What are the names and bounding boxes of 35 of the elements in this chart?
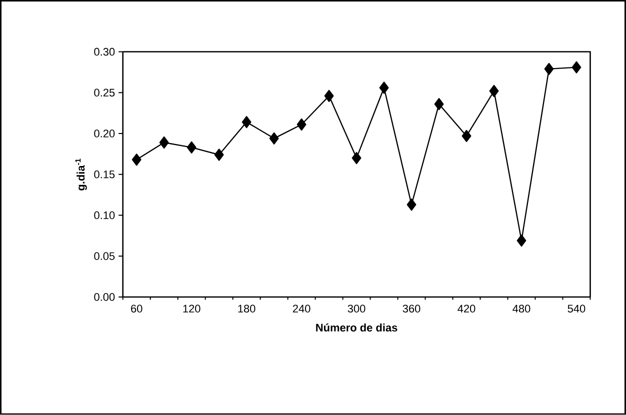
x-tick-label: 360 (402, 304, 420, 313)
x-tick-label: 540 (568, 304, 586, 313)
point (489, 85, 499, 98)
point (462, 130, 472, 142)
point (159, 136, 169, 149)
x-tick-label: 300 (348, 304, 366, 313)
x-tick-label: 420 (458, 304, 476, 313)
point (572, 61, 582, 74)
y-tick-label: 0.25 (94, 88, 115, 97)
point (379, 82, 389, 94)
point (406, 198, 416, 211)
x-tick-label: 180 (238, 304, 256, 313)
y-tick-label: 0.00 (94, 293, 115, 301)
x-tick-label: 60 (131, 304, 142, 313)
x-tick-label: 120 (183, 304, 200, 313)
x-axis-title: Número de dias (316, 323, 398, 332)
point (132, 154, 142, 166)
y-tick-label: 0.10 (94, 211, 115, 220)
point (516, 234, 526, 247)
point (214, 148, 224, 161)
y-tick-label: 0.20 (94, 130, 115, 138)
y-tick-label: 0.15 (94, 170, 115, 178)
point (242, 116, 252, 128)
y-axis-title: g.dia$^{-1}$ (75, 158, 87, 190)
x-tick-label: 480 (512, 304, 530, 313)
y-tick-label: 0.30 (94, 48, 115, 56)
point (186, 141, 196, 154)
point (352, 152, 362, 164)
point (296, 118, 306, 131)
point (544, 62, 554, 76)
x-tick-label: 240 (292, 304, 310, 313)
point (269, 132, 279, 145)
y-tick-label: 0.05 (94, 252, 115, 260)
point (434, 98, 444, 110)
point (324, 90, 334, 102)
